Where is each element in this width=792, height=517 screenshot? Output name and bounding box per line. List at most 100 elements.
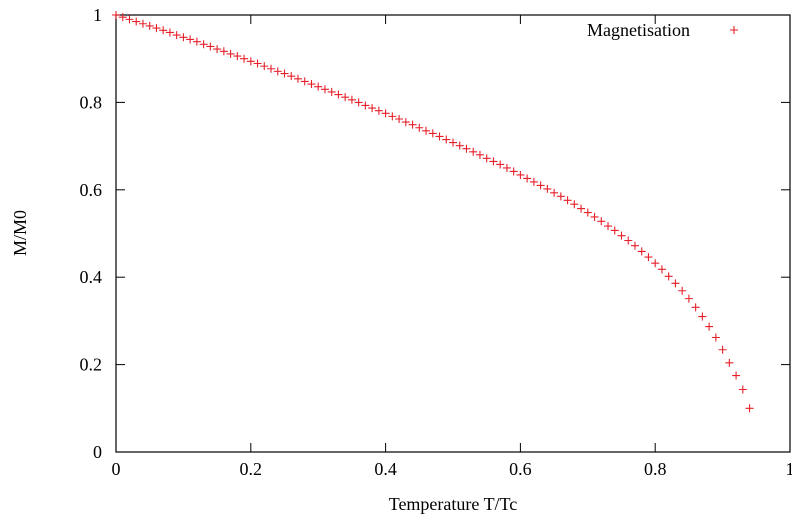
legend: Magnetisation xyxy=(587,20,738,40)
data-point xyxy=(132,17,141,26)
data-point xyxy=(482,154,491,163)
x-tick-label-4: 0.8 xyxy=(644,459,667,479)
data-point xyxy=(213,45,222,54)
data-point xyxy=(246,57,255,66)
data-point xyxy=(361,101,370,110)
data-point xyxy=(138,19,147,28)
data-point xyxy=(705,322,714,331)
data-point xyxy=(657,265,666,274)
data-point xyxy=(563,196,572,205)
data-point xyxy=(523,174,532,183)
data-point xyxy=(745,404,754,413)
data-point xyxy=(314,82,323,91)
x-tick-label-3: 0.6 xyxy=(509,459,532,479)
data-point xyxy=(395,115,404,124)
data-point xyxy=(233,52,242,61)
data-point xyxy=(556,192,565,201)
data-point xyxy=(442,135,451,144)
data-point xyxy=(610,226,619,235)
x-axis-label: Temperature T/Tc xyxy=(389,494,518,514)
data-point xyxy=(307,80,316,89)
data-point xyxy=(206,42,215,51)
data-point xyxy=(159,26,168,35)
y-tick-label-2: 0.4 xyxy=(80,267,103,287)
x-tick-labels: 0 0.2 0.4 0.6 0.8 1 xyxy=(112,459,792,479)
data-point xyxy=(253,59,262,68)
y-tick-label-1: 0.2 xyxy=(80,355,103,375)
data-point xyxy=(630,241,639,250)
data-point xyxy=(226,49,235,58)
data-point xyxy=(341,93,350,102)
data-point xyxy=(684,294,693,303)
data-point xyxy=(469,147,478,156)
data-point xyxy=(152,24,161,33)
data-point xyxy=(691,303,700,312)
data-point xyxy=(415,123,424,132)
data-point xyxy=(516,170,525,179)
data-point xyxy=(388,112,397,121)
data-point xyxy=(651,259,660,268)
data-point xyxy=(550,188,559,197)
data-point xyxy=(374,106,383,115)
data-point xyxy=(334,90,343,99)
data-point xyxy=(475,150,484,159)
data-point xyxy=(354,98,363,107)
data-point xyxy=(604,222,613,231)
data-point xyxy=(698,312,707,321)
axis-ticks xyxy=(115,14,791,453)
x-tick-label-0: 0 xyxy=(112,459,121,479)
data-point xyxy=(583,208,592,217)
data-point xyxy=(320,85,329,94)
data-point xyxy=(502,163,511,172)
data-point xyxy=(240,54,249,63)
data-point xyxy=(408,120,417,129)
data-point xyxy=(381,109,390,118)
data-point xyxy=(644,253,653,262)
data-point xyxy=(496,160,505,169)
data-point xyxy=(543,184,552,193)
data-point xyxy=(455,141,464,150)
y-axis-label: M/M0 xyxy=(10,210,30,256)
data-point xyxy=(273,67,282,76)
data-point xyxy=(186,35,195,44)
data-point xyxy=(678,286,687,295)
data-point xyxy=(449,138,457,147)
x-tick-label-1: 0.2 xyxy=(240,459,263,479)
data-point xyxy=(165,28,174,37)
data-point xyxy=(435,132,444,141)
data-point xyxy=(732,371,741,380)
data-point xyxy=(192,37,201,46)
data-point xyxy=(529,177,538,186)
data-point xyxy=(118,13,127,22)
x-tick-label-2: 0.4 xyxy=(374,459,397,479)
data-point xyxy=(260,62,269,71)
legend-label: Magnetisation xyxy=(587,20,690,40)
data-point xyxy=(725,358,734,367)
data-point xyxy=(199,40,208,49)
y-tick-labels: 0 0.2 0.4 0.6 0.8 1 xyxy=(80,5,103,462)
data-point xyxy=(637,247,646,256)
legend-marker-plus xyxy=(730,26,738,34)
data-point xyxy=(711,333,720,342)
data-point xyxy=(287,72,296,81)
data-point xyxy=(422,126,431,135)
data-points xyxy=(112,11,754,413)
data-point xyxy=(664,272,673,281)
data-point xyxy=(590,212,599,221)
data-point xyxy=(462,144,471,153)
data-point xyxy=(509,167,518,176)
data-point xyxy=(577,204,586,213)
y-tick-label-0: 0 xyxy=(93,442,102,462)
data-point xyxy=(617,231,626,240)
data-point xyxy=(624,236,633,245)
y-tick-label-5: 1 xyxy=(93,5,102,25)
data-point xyxy=(718,345,727,354)
data-point xyxy=(570,200,579,209)
data-point xyxy=(293,74,302,83)
data-point xyxy=(428,129,437,138)
data-point xyxy=(536,181,545,190)
data-point xyxy=(280,69,289,78)
data-point xyxy=(671,279,680,288)
data-point xyxy=(597,217,606,226)
